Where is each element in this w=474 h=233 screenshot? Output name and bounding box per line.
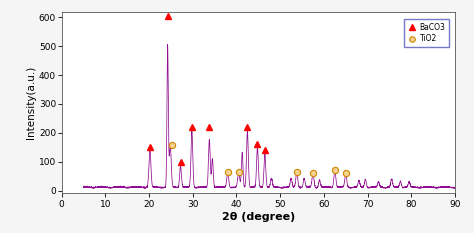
X-axis label: 2θ (degree): 2θ (degree) (222, 212, 295, 222)
Y-axis label: Intensity(a.u.): Intensity(a.u.) (26, 66, 36, 139)
Legend: BaCO3, TiO2: BaCO3, TiO2 (403, 19, 449, 47)
